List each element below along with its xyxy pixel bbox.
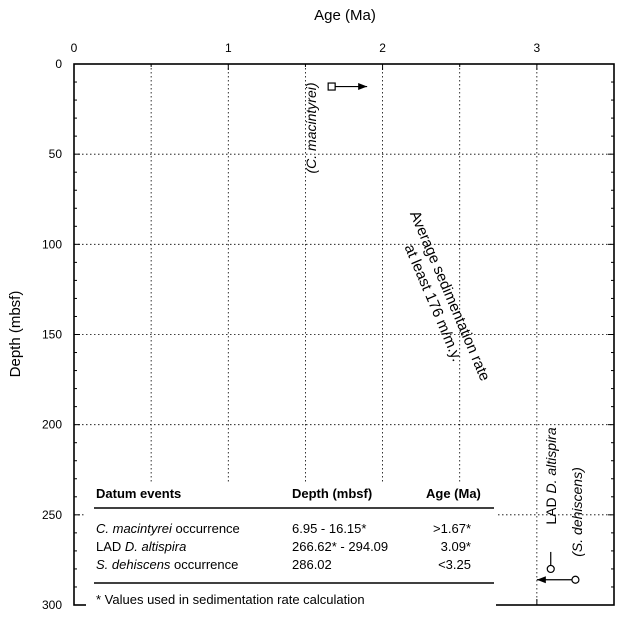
table-row-event: S. dehiscens occurrence [96,557,238,572]
y-tick-label: 100 [42,237,62,251]
y-axis-title: Depth (mbsf) [7,291,24,378]
label-c-macintyrei: (C. macintyrei) [303,82,319,173]
arrow-head [536,576,546,584]
table-header-depth: Depth (mbsf) [292,486,372,501]
table-row: C. macintyrei occurrence 6.95 - 16.15* >… [96,521,471,536]
y-tick-label: 0 [55,57,62,71]
table-header-age: Age (Ma) [426,486,481,501]
d-altispira-marker [546,564,555,574]
y-tick-label: 50 [49,147,63,161]
table-background [86,484,496,606]
y-tick-label: 300 [42,598,62,612]
table-row-age: 3.09* [441,539,471,554]
table-footnote: * Values used in sedimentation rate calc… [96,592,365,607]
table-row-depth: 266.62* - 294.09 [292,539,388,554]
table-header-event: Datum events [96,486,181,501]
x-axis-title: Age (Ma) [314,7,376,24]
arrow-head [358,83,368,91]
x-tick-label: 3 [534,41,541,55]
y-tick-labels: 0 50 100 150 200 250 300 [42,57,62,612]
y-tick-label: 150 [42,328,62,342]
y-tick-label: 250 [42,508,62,522]
table-row: S. dehiscens occurrence 286.02 <3.25 [96,557,471,572]
x-tick-label: 2 [379,41,386,55]
table-row-age: >1.67* [433,521,471,536]
label-lad-species: D. altispira [543,427,559,493]
label-lad-d-altispira: LAD D. altispira [543,427,559,524]
label-s-dehiscens: (S. dehiscens) [569,467,585,556]
table-row-depth: 6.95 - 16.15* [292,521,366,536]
table-row-event: C. macintyrei occurrence [96,521,240,536]
table-row-depth: 286.02 [292,557,332,572]
table-row-age: <3.25 [438,557,471,572]
x-tick-labels: 0 1 2 3 [71,41,541,55]
data-marks [327,82,580,584]
s-dehiscens-marker [571,575,580,584]
sedimentation-rate-annotation: Average sedimentation rate at least 176 … [401,208,494,383]
label-lad-prefix: LAD [543,494,559,525]
y-tick-label: 200 [42,418,62,432]
x-tick-label: 0 [71,41,78,55]
table-row: LAD D. altispira 266.62* - 294.09 3.09* [96,539,471,554]
c-macintyrei-marker [327,82,336,91]
datum-events-table: Datum events Depth (mbsf) Age (Ma) C. ma… [86,484,496,607]
x-tick-label: 1 [225,41,232,55]
table-row-event: LAD D. altispira [96,539,186,554]
